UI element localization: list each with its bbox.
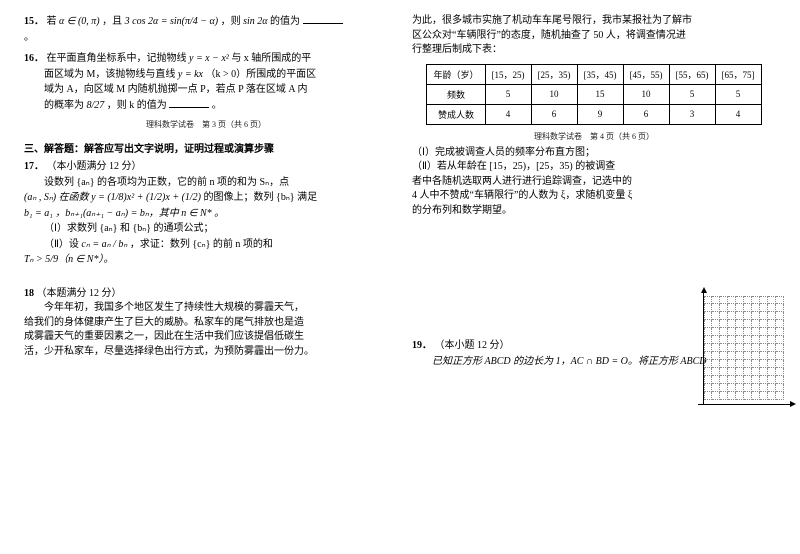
table-head-6: [65，75] [715,64,761,84]
q15-blank [303,14,343,24]
left-column: 15． 若 α ∈ (0, π) ，且 3 cos 2α = sin(π/4 −… [12,14,400,544]
q16-line1a: 在平面直角坐标系中，记抛物线 [47,53,190,64]
q18-subquestions: （Ⅰ）完成被调查人员的频率分布直方图； （Ⅱ）若从年龄在 [15，25)，[25… [412,146,776,219]
survey-table: 年龄（岁） [15，25) [25，35) [35，45) [45，55) [5… [426,64,761,125]
q18-p1: 今年年初，我国多个地区发生了持续性大规模的雾霾天气， [24,301,388,316]
table-head-age: 年龄（岁） [427,64,485,84]
q15-text-1: 若 [47,16,60,27]
arrow-up-icon [701,287,707,293]
q17-l2a: (aₙ , Sₙ) 在函数 [24,192,91,203]
table-cell: 10 [531,84,577,104]
q18-number: 18 [24,288,34,299]
q16-line2b: （k > 0）所围成的平面区 [205,69,316,80]
q17-i1: （Ⅰ）求数列 {aₙ} 和 {bₙ} 的通项公式； [44,223,214,234]
question-15: 15． 若 α ∈ (0, π) ，且 3 cos 2α = sin(π/4 −… [24,14,388,45]
right-column: 为此，很多城市实施了机动车车尾号限行，我市某报社为了解市 区公众对“车辆限行”的… [400,14,788,544]
q17-f2: cₙ = aₙ / bₙ [81,239,127,250]
q16-line4b: ，则 k 的值为 [107,100,167,111]
q17-i2a: （Ⅱ）设 [44,239,81,250]
sub-i1: （Ⅰ）完成被调查人员的频率分布直方图； [412,146,676,161]
table-cell: 5 [485,84,531,104]
q17-l3: b₁ = a₁ ，bₙ₊₁(aₙ₊₁ − aₙ) = bₙ，其中 n ∈ N* … [24,208,224,219]
sub-i2a: （Ⅱ）若从年龄在 [15，25)，[25，35) 的被调查 [412,160,676,175]
table-cell: 4 [485,104,531,124]
table-row: 频数 5 10 15 10 5 5 [427,84,761,104]
table-cell: 10 [623,84,669,104]
table-head-2: [25，35) [531,64,577,84]
section-3-heading: 三、解答题：解答应写出文字说明，证明过程或演算步骤 [24,140,388,155]
histogram-y-axis [703,292,704,404]
q17-i2b: ，求证：数列 {cₙ} 的前 n 项的和 [130,239,273,250]
sub-i2c: 4 人中不赞成“车辆限行”的人数为 ξ，求随机变量 ξ [412,189,676,204]
table-cell: 15 [577,84,623,104]
q16-line3: 域为 A，向区域 M 内随机抛掷一点 P，若点 P 落在区域 A 内 [44,84,308,95]
table-freq-label: 频数 [427,84,485,104]
q17-l4: Tₙ > 5/9（n ∈ N*）。 [24,254,113,265]
q15-formula-2: 3 cos 2α = sin(π/4 − α) [125,16,218,27]
q16-blank [169,98,209,108]
exam-page: 15． 若 α ∈ (0, π) ，且 3 cos 2α = sin(π/4 −… [0,0,800,554]
table-cell: 9 [577,104,623,124]
q15-text-2: ，且 [102,16,125,27]
sub-i2d: 的分布列和数学期望。 [412,204,676,219]
q17-number: 17． [24,161,44,172]
left-page-footer: 理科数学试卷 第 3 页（共 6 页） [24,119,388,130]
q18-p2: 给我们的身体健康产生了巨大的威胁。私家车的尾气排放也是造 [24,316,388,331]
table-head-1: [15，25) [485,64,531,84]
arrow-right-icon [790,401,796,407]
table-head-5: [55，65) [669,64,715,84]
q16-dot: 。 [212,100,222,111]
table-cell: 3 [669,104,715,124]
q15-dot: 。 [24,32,34,43]
q18-p3: 成雾霾天气的重要因素之一，因此在生活中我们应该提倡低碳生 [24,330,388,345]
q16-line2a: 面区域为 M，该抛物线与直线 [44,69,178,80]
histogram-x-axis [698,404,792,405]
table-agree-label: 赞成人数 [427,104,485,124]
q19-number: 19． [412,340,432,351]
table-head-3: [35，45) [577,64,623,84]
histogram-grid [704,296,784,400]
q18-head: （本题满分 12 分） [37,288,122,299]
q17-l2b: 的图像上；数列 {bₙ} 满足 [204,192,318,203]
question-18: 18 （本题满分 12 分） 今年年初，我国多个地区发生了持续性大规模的雾霾天气… [24,286,388,360]
right-page-footer: 理科数学试卷 第 4 页（共 6 页） [412,131,776,142]
q15-formula-1: α ∈ (0, π) [59,16,100,27]
q16-number: 16． [24,53,44,64]
q19-l1: 已知正方形 ABCD 的边长为 1，AC ∩ BD = O。将正方形 ABCD [432,356,707,367]
intro-p1: 为此，很多城市实施了机动车车尾号限行，我市某报社为了解市 [412,14,776,29]
table-row: 赞成人数 4 6 9 6 3 4 [427,104,761,124]
question-16: 16． 在平面直角坐标系中，记抛物线 y = x − x² 与 x 轴所围成的平… [24,51,388,113]
q16-formula-2: y = kx [178,69,203,80]
table-cell: 5 [715,84,761,104]
sub-i2b: 者中各随机选取两人进行进行追踪调查，记选中的 [412,175,676,190]
table-cell: 6 [531,104,577,124]
q18-p4: 活，少开私家车，尽量选择绿色出行方式，为预防雾霾出一份力。 [24,345,388,360]
q16-line4a: 的概率为 [44,100,87,111]
q16-line1b: 与 x 轴所围成的平 [231,53,311,64]
q19-head: （本小题 12 分） [435,340,510,351]
table-row: 年龄（岁） [15，25) [25，35) [35，45) [45，55) [5… [427,64,761,84]
intro-p2: 区公众对“车辆限行”的态度，随机抽查了 50 人，将调查情况进 [412,29,776,44]
q18-continued: 为此，很多城市实施了机动车车尾号限行，我市某报社为了解市 区公众对“车辆限行”的… [412,14,776,58]
intro-p3: 行整理后制成下表： [412,43,776,58]
q17-f1: y = (1/8)x² + (1/2)x + (1/2) [91,192,201,203]
question-17: 17． （本小题满分 12 分） 设数列 {aₙ} 的各项均为正数，它的前 n … [24,159,388,268]
q15-formula-3: sin 2α [243,16,267,27]
q17-head: （本小题满分 12 分） [47,161,142,172]
q16-formula-1: y = x − x² [189,53,229,64]
q16-formula-3: 8/27 [87,100,105,111]
table-head-4: [45，55) [623,64,669,84]
table-cell: 5 [669,84,715,104]
q15-text-4: 的值为 [270,16,300,27]
q15-text-3: ，则 [221,16,244,27]
table-cell: 4 [715,104,761,124]
table-cell: 6 [623,104,669,124]
q17-l1: 设数列 {aₙ} 的各项均为正数，它的前 n 项的和为 Sₙ，点 [44,177,289,188]
q15-number: 15． [24,16,44,27]
